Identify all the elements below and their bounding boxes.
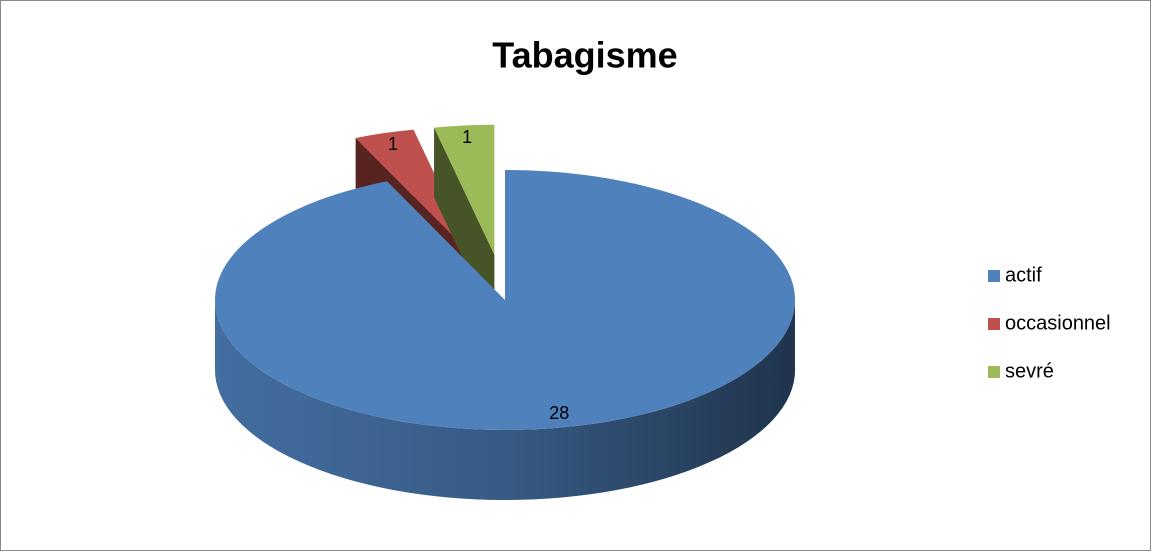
chart-title: Tabagisme (492, 35, 677, 76)
slice-top (214, 170, 796, 430)
slice-top (434, 124, 495, 255)
slice-top (355, 129, 474, 257)
data-label: 28 (549, 403, 569, 423)
legend-swatch (988, 318, 1000, 330)
legend-swatch (988, 270, 1000, 282)
slice-wall-shade (215, 300, 795, 500)
data-label: 1 (388, 134, 398, 154)
legend-swatch (988, 366, 1000, 378)
legend-label: sevré (1005, 360, 1054, 382)
data-label: 1 (462, 127, 472, 147)
legend-label: occasionnel (1005, 312, 1111, 334)
pie-slice (214, 170, 796, 500)
legend-label: actif (1005, 264, 1042, 286)
